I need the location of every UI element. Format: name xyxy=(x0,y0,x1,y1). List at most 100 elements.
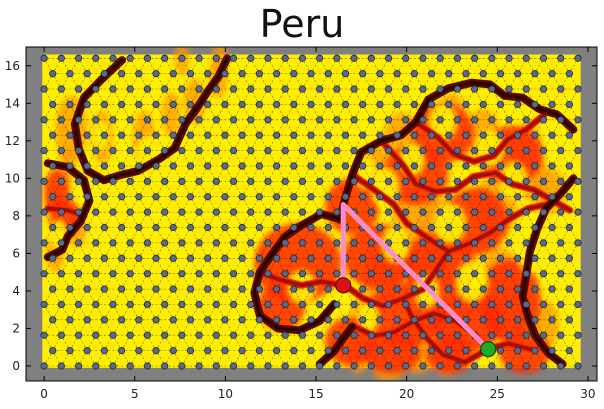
lattice-node xyxy=(505,239,513,247)
lattice-node xyxy=(126,116,134,124)
lattice-node xyxy=(212,270,220,278)
lattice-node xyxy=(264,331,272,339)
lattice-node xyxy=(66,70,74,78)
lattice-node xyxy=(238,70,246,78)
lattice-node xyxy=(514,254,522,262)
lattice-node xyxy=(376,131,384,139)
lattice-node xyxy=(118,254,126,262)
x-tick-label: 25 xyxy=(490,387,505,401)
lattice-node xyxy=(57,54,65,62)
lattice-node xyxy=(367,54,375,62)
lattice-node xyxy=(126,208,134,216)
lattice-node xyxy=(178,85,186,93)
lattice-node xyxy=(557,239,565,247)
lattice-node xyxy=(376,285,384,293)
lattice-node xyxy=(221,100,229,109)
lattice-node xyxy=(195,362,203,370)
lattice-node xyxy=(92,300,100,309)
lattice-node xyxy=(221,70,229,78)
x-tick-label: 5 xyxy=(131,387,139,401)
lattice-node xyxy=(143,177,152,185)
lattice-node xyxy=(522,146,530,155)
lattice-node xyxy=(118,193,126,201)
lattice-node xyxy=(350,239,358,247)
heat-blob-orange xyxy=(161,92,181,138)
lattice-node xyxy=(359,162,367,170)
lattice-node xyxy=(264,146,272,155)
lattice-node xyxy=(505,331,513,339)
lattice-node xyxy=(445,100,453,109)
lattice-node xyxy=(109,270,117,278)
lattice-node xyxy=(178,177,186,185)
lattice-node xyxy=(126,331,134,339)
lattice-node xyxy=(40,116,48,124)
lattice-node xyxy=(522,208,530,216)
lattice-node xyxy=(462,131,470,139)
lattice-node xyxy=(74,270,83,278)
y-tick-label: 14 xyxy=(5,96,20,110)
lattice-node xyxy=(410,347,418,355)
lattice-node xyxy=(152,131,160,139)
lattice-node xyxy=(488,362,496,370)
lattice-node xyxy=(161,331,169,339)
lattice-node xyxy=(74,85,83,93)
lattice-node xyxy=(402,300,410,309)
lattice-node xyxy=(436,270,444,278)
lattice-node xyxy=(109,331,117,339)
lattice-node xyxy=(453,208,462,216)
lattice-node xyxy=(255,162,263,170)
lattice-node xyxy=(505,177,513,185)
lattice-node xyxy=(316,331,324,339)
lattice-node xyxy=(49,131,57,139)
lattice-node xyxy=(548,162,556,170)
lattice-node xyxy=(341,162,350,170)
lattice-node xyxy=(496,193,505,201)
lattice-node xyxy=(376,347,384,355)
lattice-node xyxy=(221,254,229,262)
lattice-node xyxy=(66,316,74,324)
lattice-node xyxy=(574,116,582,124)
lattice-node xyxy=(548,316,556,324)
lattice-node xyxy=(221,131,229,139)
lattice-node xyxy=(273,162,281,170)
lattice-node xyxy=(462,316,470,324)
lattice-node xyxy=(143,116,152,124)
lattice-node xyxy=(57,270,65,278)
lattice-node xyxy=(350,362,358,370)
lattice-node xyxy=(359,131,367,139)
lattice-node xyxy=(427,70,436,78)
y-tick-label: 10 xyxy=(5,171,20,185)
lattice-node xyxy=(100,162,108,170)
lattice-node xyxy=(169,193,177,201)
lattice-node xyxy=(169,70,177,78)
lattice-node xyxy=(341,193,350,201)
lattice-node xyxy=(298,208,307,216)
lattice-node xyxy=(273,316,281,324)
lattice-node xyxy=(471,85,479,93)
lattice-node xyxy=(290,223,298,232)
lattice-node xyxy=(419,331,427,339)
lattice-node xyxy=(195,239,203,247)
lattice-node xyxy=(565,347,573,355)
lattice-node xyxy=(290,162,298,170)
lattice-node xyxy=(109,116,117,124)
lattice-node xyxy=(324,70,332,78)
lattice-node xyxy=(539,54,548,62)
lattice-node xyxy=(92,331,100,339)
lattice-node xyxy=(57,146,65,155)
lattice-node xyxy=(479,100,487,109)
lattice-node xyxy=(92,54,100,62)
lattice-node xyxy=(367,239,375,247)
lattice-node xyxy=(341,100,350,109)
lattice-node xyxy=(74,146,83,155)
lattice-node xyxy=(83,70,91,78)
lattice-node xyxy=(488,116,496,124)
lattice-node xyxy=(273,347,281,355)
lattice-node xyxy=(453,54,462,62)
lattice-node xyxy=(419,362,427,370)
lattice-node xyxy=(574,177,582,185)
lattice-node xyxy=(565,100,573,109)
lattice-node xyxy=(367,331,375,339)
lattice-node xyxy=(316,54,324,62)
lattice-node xyxy=(298,146,307,155)
